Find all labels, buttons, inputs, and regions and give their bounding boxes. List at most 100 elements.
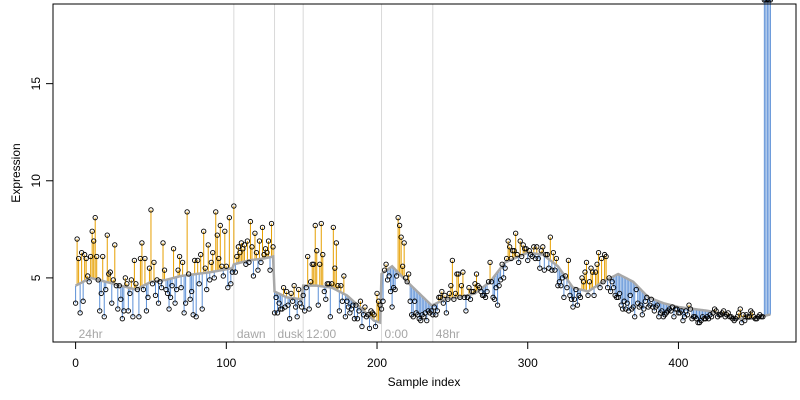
data-point [291, 283, 297, 289]
data-point [192, 257, 198, 264]
data-point [134, 286, 141, 293]
data-point [399, 263, 406, 269]
data-point [283, 288, 290, 295]
data-point [617, 290, 623, 297]
data-point [124, 281, 130, 287]
data-point [130, 314, 136, 320]
data-point [160, 240, 166, 246]
data-point [306, 306, 312, 312]
data-point [276, 300, 282, 306]
data-point [445, 296, 451, 302]
data-point [161, 267, 168, 273]
data-point [336, 308, 342, 314]
data-point [255, 267, 261, 273]
data-point [112, 242, 118, 248]
data-point [583, 259, 590, 266]
data-point [252, 230, 258, 236]
data-point [344, 298, 350, 304]
data-point [169, 283, 175, 289]
data-point [136, 314, 142, 320]
data-point [350, 302, 356, 308]
data-point [332, 265, 338, 271]
data-point [372, 323, 379, 330]
data-point [380, 298, 386, 304]
data-point [383, 261, 389, 267]
data-point [220, 273, 226, 279]
data-point [638, 302, 644, 308]
data-point [244, 238, 251, 244]
data-point [127, 290, 133, 297]
data-point [458, 283, 465, 289]
data-point [541, 267, 547, 273]
data-point [195, 257, 201, 264]
data-point [597, 284, 603, 291]
data-point [499, 261, 505, 267]
data-point [502, 265, 508, 271]
data-point [353, 302, 359, 308]
data-point [94, 253, 100, 260]
data-point [573, 286, 579, 293]
data-point [594, 261, 600, 267]
data-point [312, 222, 318, 229]
data-point [571, 296, 578, 302]
data-point [580, 279, 587, 285]
data-point [166, 306, 172, 312]
x-axis-title: Sample index [388, 375, 461, 389]
data-point [151, 259, 157, 266]
data-point [259, 224, 266, 231]
data-point [463, 308, 469, 314]
data-point [398, 234, 404, 240]
data-point [128, 277, 135, 283]
data-point [610, 284, 617, 291]
data-point [285, 302, 291, 308]
data-point [234, 253, 240, 260]
data-point [630, 304, 636, 310]
data-point [687, 306, 694, 312]
data-point [74, 236, 80, 242]
data-point [574, 302, 581, 308]
data-point [737, 306, 743, 312]
data-point [268, 220, 275, 227]
data-point [145, 294, 151, 300]
data-point [684, 312, 691, 318]
region-label-12:00: 12:00 [306, 327, 336, 341]
data-point [467, 296, 474, 302]
data-point [532, 255, 538, 262]
data-point [565, 257, 572, 264]
data-point [199, 306, 205, 312]
data-point [131, 257, 138, 264]
data-point [366, 325, 373, 332]
data-point [302, 308, 308, 314]
data-point [72, 300, 79, 306]
data-point [311, 261, 317, 267]
data-point [439, 288, 445, 295]
data-point [241, 242, 248, 248]
data-point [253, 249, 260, 256]
data-point [553, 255, 560, 262]
data-point [184, 209, 190, 215]
data-point [86, 279, 92, 285]
data-point [115, 306, 121, 312]
data-point [185, 271, 192, 277]
data-point [113, 283, 119, 289]
data-point [326, 281, 332, 287]
data-point [323, 296, 329, 302]
data-point [164, 290, 171, 297]
data-point [454, 271, 460, 277]
data-point [648, 296, 654, 302]
data-point [430, 312, 436, 318]
data-point [299, 304, 305, 310]
data-point [604, 284, 611, 291]
data-point [201, 228, 207, 234]
data-point [721, 308, 727, 314]
data-point [228, 281, 234, 287]
data-point [469, 288, 475, 295]
data-point [314, 248, 320, 254]
data-point [179, 259, 186, 266]
data-point [764, 0, 771, 3]
data-point [223, 263, 229, 269]
data-point [582, 269, 588, 275]
data-point [592, 269, 599, 275]
data-point [359, 323, 365, 330]
y-tick-label: 10 [29, 174, 43, 188]
